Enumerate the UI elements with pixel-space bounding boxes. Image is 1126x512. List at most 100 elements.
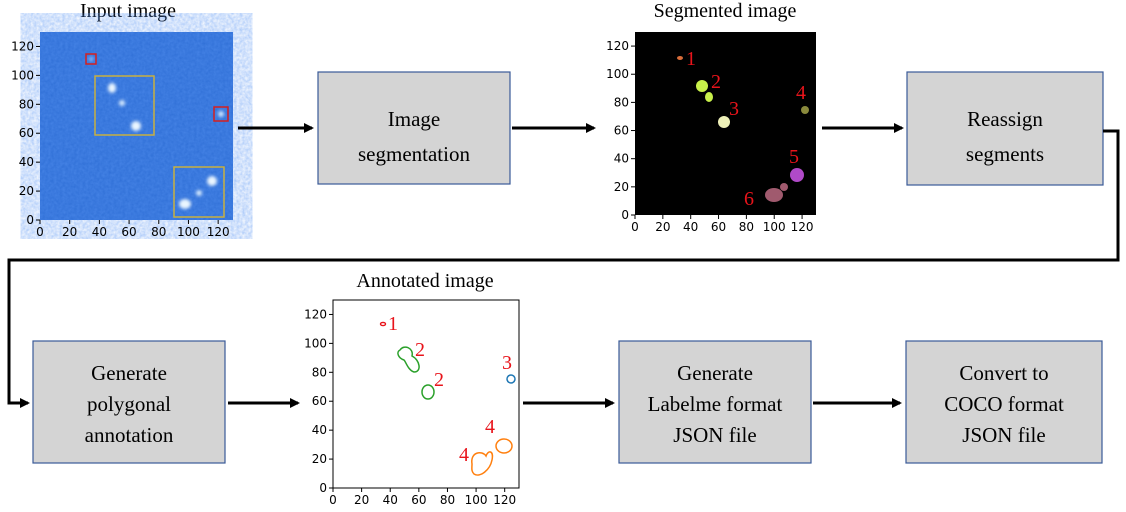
segment-label: 4	[796, 82, 806, 104]
annotation-label: 2	[415, 339, 425, 361]
x-tick-label: 60	[411, 493, 426, 507]
x-tick-label: 60	[121, 225, 136, 239]
box-line: polygonal	[87, 392, 171, 416]
labelme-json-box: Generate Labelme format JSON file	[618, 340, 812, 464]
y-tick-label: 80	[312, 365, 327, 379]
y-tick-label: 40	[614, 152, 629, 166]
input-image-axes: 0 20 40 60 80 100 120 0 20 40 60 80 100 120	[11, 39, 230, 239]
y-tick-label: 20	[312, 452, 327, 466]
x-tick-label: 80	[739, 220, 754, 234]
input-bright-spot	[218, 111, 224, 117]
y-tick-label: 20	[614, 180, 629, 194]
box-line: JSON file	[962, 423, 1045, 447]
input-bright-spot	[179, 199, 191, 209]
x-tick-label: 80	[440, 493, 455, 507]
box-line: segmentation	[358, 142, 470, 166]
input-bright-spot	[108, 83, 116, 93]
segment-6	[765, 183, 788, 202]
x-tick-label: 0	[329, 493, 337, 507]
annotated-plot-area	[332, 299, 520, 489]
annotation-outline-4b	[495, 438, 513, 454]
box-line: Reassign	[967, 107, 1043, 131]
segment-label: 6	[744, 188, 754, 210]
y-tick-label: 60	[312, 394, 327, 408]
coco-json-box: Convert to COCO format JSON file	[905, 340, 1103, 464]
x-tick-label: 60	[711, 220, 726, 234]
segmented-image-panel: Segmented image 1 2 3 4 5 6 0 20 40 60 80 100…	[606, 0, 816, 234]
input-image-panel: Input image 0 20 40 60 80 100 120 0 20 40 60 80 100 1…	[11, 0, 233, 239]
y-tick-label: 100	[606, 67, 629, 81]
annotation-label: 3	[502, 352, 512, 374]
box-line: JSON file	[673, 423, 756, 447]
input-bright-spot	[207, 176, 217, 186]
annotation-outline-3	[506, 374, 516, 384]
input-bright-spots	[89, 57, 224, 209]
x-tick-label: 80	[151, 225, 166, 239]
box-line: Convert to	[959, 361, 1048, 385]
x-tick-label: 20	[655, 220, 670, 234]
y-tick-label: 100	[304, 336, 327, 350]
y-tick-label: 80	[614, 95, 629, 109]
y-tick-label: 120	[304, 307, 327, 321]
polygonal-annotation-box: Generate polygonal annotation	[32, 340, 226, 464]
box-line: segments	[966, 142, 1044, 166]
y-tick-label: 100	[11, 68, 34, 82]
y-tick-label: 120	[606, 39, 629, 53]
segmented-image-axes: 0 20 40 60 80 100 120 0 20 40 60 80 100 120	[606, 39, 813, 234]
x-tick-label: 20	[354, 493, 369, 507]
roi-large-box	[173, 166, 225, 218]
x-tick-label: 0	[631, 220, 639, 234]
box-line: Generate	[677, 361, 753, 385]
box-line: COCO format	[944, 392, 1064, 416]
segmented-image-title: Segmented image	[654, 0, 797, 22]
segment-label: 5	[789, 146, 799, 168]
reassign-segments-box: Reassign segments	[906, 71, 1104, 186]
y-tick-label: 40	[19, 155, 34, 169]
x-tick-label: 100	[465, 493, 488, 507]
input-bright-spot	[131, 121, 141, 131]
y-tick-label: 60	[614, 124, 629, 138]
segment-3	[718, 116, 730, 128]
x-tick-label: 120	[207, 225, 230, 239]
x-tick-label: 20	[62, 225, 77, 239]
segment-label: 1	[686, 48, 696, 70]
box-line: Image	[388, 107, 440, 131]
roi-small-box	[85, 53, 97, 65]
box-line: Generate	[91, 361, 167, 385]
x-tick-label: 40	[383, 493, 398, 507]
segment-label: 2	[711, 71, 721, 93]
segment-label: 3	[729, 98, 739, 120]
annotation-outline-2b	[421, 384, 435, 400]
x-tick-label: 40	[92, 225, 107, 239]
roi-large-box	[94, 75, 155, 136]
input-bright-spot	[119, 100, 125, 106]
segment-4	[801, 106, 809, 114]
annotation-outline-4	[471, 451, 494, 476]
x-tick-label: 120	[791, 220, 814, 234]
annotation-label: 1	[388, 313, 398, 335]
segment-1	[677, 56, 683, 60]
y-tick-label: 40	[312, 423, 327, 437]
annotation-label: 2	[434, 369, 444, 391]
annotation-outline-2	[397, 346, 420, 373]
x-tick-label: 120	[493, 493, 516, 507]
box-line: annotation	[85, 423, 174, 447]
input-image-title: Input image	[80, 0, 176, 22]
y-tick-label: 60	[19, 126, 34, 140]
input-bright-spot	[89, 57, 93, 61]
annotated-image-panel: Annotated image 1 2 2 3 4 4 0 20 40 60 80 100…	[304, 270, 520, 507]
y-tick-label: 120	[11, 39, 34, 53]
annotated-image-title: Annotated image	[356, 270, 493, 292]
x-tick-label: 0	[36, 225, 44, 239]
x-tick-label: 100	[763, 220, 786, 234]
annotation-outline-1	[379, 321, 387, 327]
input-bright-spot	[196, 190, 202, 196]
y-tick-label: 0	[26, 213, 34, 227]
y-tick-label: 20	[19, 184, 34, 198]
y-tick-label: 0	[319, 481, 327, 495]
box-line: Labelme format	[648, 392, 783, 416]
connector-arrow	[7, 129, 1120, 408]
segment-2	[696, 80, 713, 102]
annotation-label: 4	[459, 444, 469, 466]
